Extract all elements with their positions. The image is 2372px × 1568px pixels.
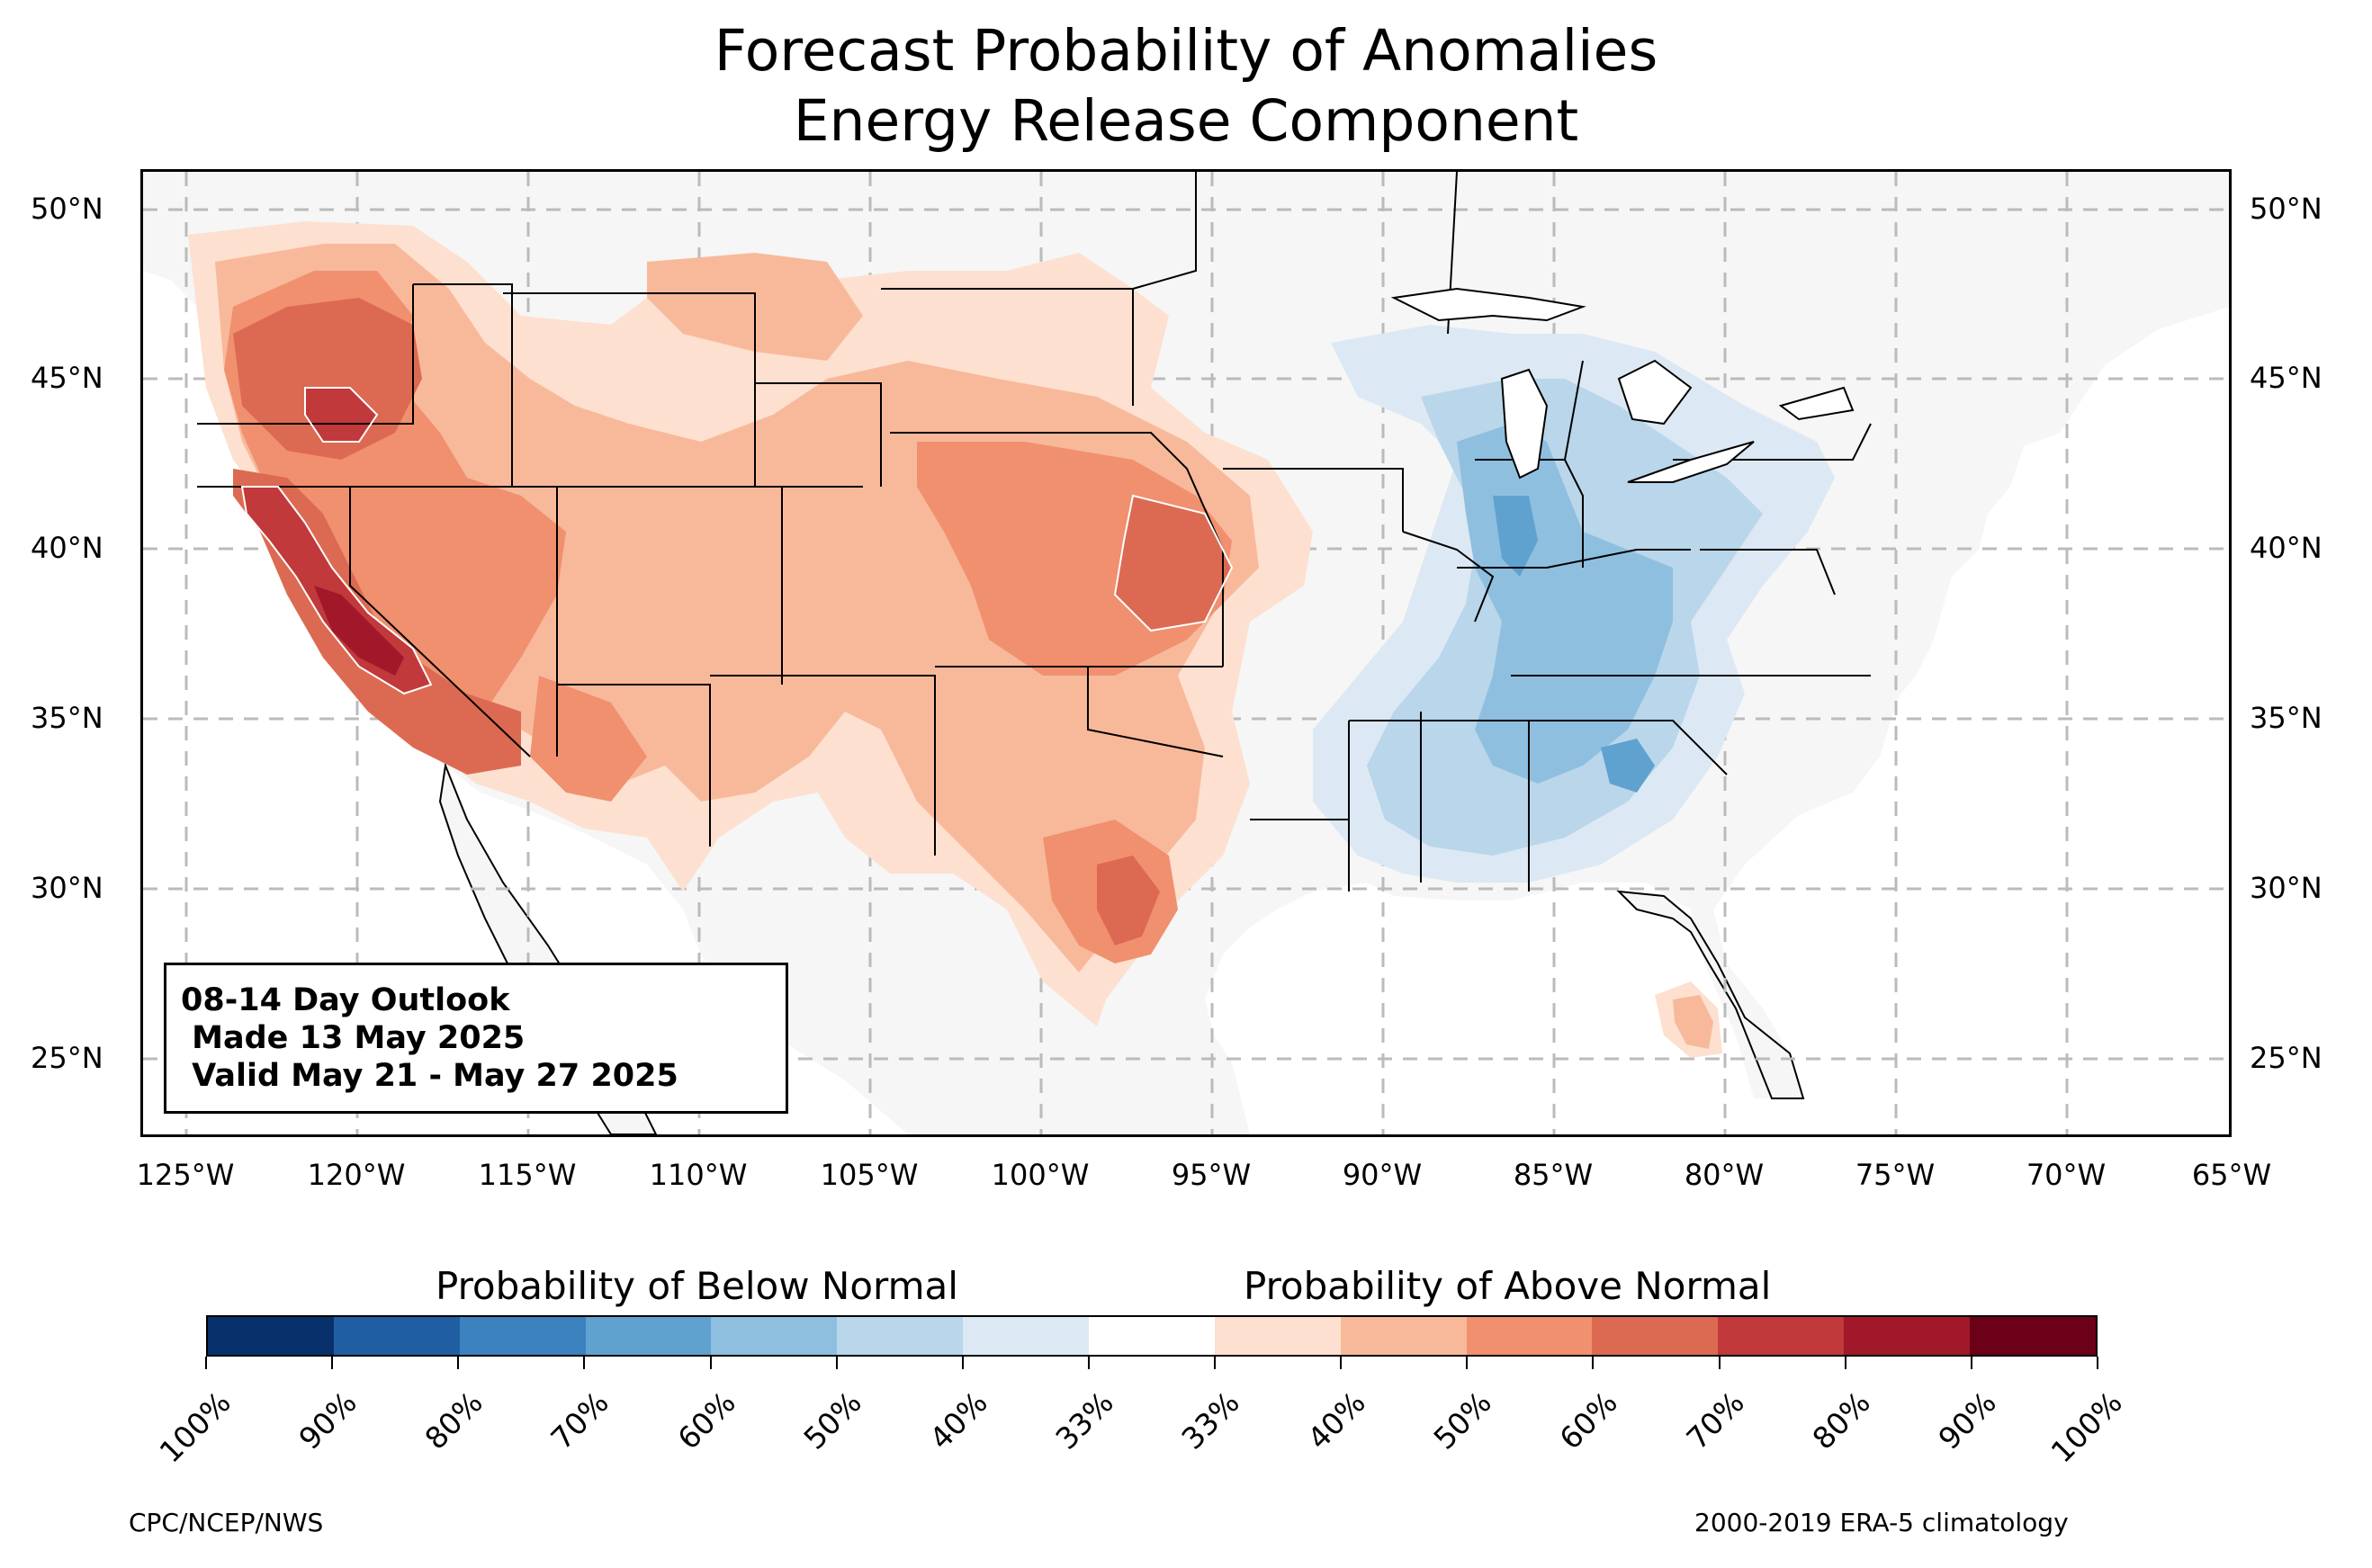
colorbar [206,1315,2098,1357]
colorbar-tick-label-11: 60% [1552,1384,1625,1456]
below-70-georgia [1601,739,1655,793]
colorbar-tick-label-9: 40% [1300,1384,1373,1456]
colorbar-cell-10 [1466,1317,1593,1355]
above-50-florida [1673,995,1713,1049]
colorbar-cell-3 [585,1317,712,1355]
colorbar-tick-label-5: 50% [796,1384,868,1456]
colorbar-tick-label-15: 100% [2044,1384,2129,1470]
colorbar-tick-12 [1718,1357,1721,1369]
great-lakes [1390,287,1855,483]
lon-label-125w: 125°W [136,1158,235,1192]
outlook-valid-range: Valid May 21 - May 27 2025 [181,1058,678,1094]
colorbar-below-label: Probability of Below Normal [436,1264,958,1308]
footer-source: CPC/NCEP/NWS [129,1508,324,1537]
contour-lines [240,387,1234,695]
chart-title-line2: Energy Release Component [793,88,1579,154]
colorbar-tick-6 [961,1357,964,1369]
colorbar-cell-7 [1089,1317,1215,1355]
colorbar-tick-13 [1844,1357,1846,1369]
colorbar-tick-8 [1214,1357,1217,1369]
colorbar-cell-4 [711,1317,838,1355]
colorbar-tick-label-4: 60% [669,1384,742,1456]
colorbar-tick-7 [1087,1357,1090,1369]
colorbar-cell-0 [208,1317,334,1355]
lon-label-115w: 115°W [478,1158,577,1192]
colorbar-cell-8 [1214,1317,1341,1355]
lat-label-left-50: 50°N [31,192,103,226]
colorbar-cell-2 [459,1317,586,1355]
colorbar-tick-label-12: 70% [1679,1384,1751,1456]
outlook-made-date: Made 13 May 2025 [181,1020,526,1056]
lat-label-right-35: 35°N [2250,701,2323,735]
colorbar-cell-5 [837,1317,964,1355]
colorbar-tick-2 [457,1357,460,1369]
boundaries [197,172,1872,892]
colorbar-tick-0 [205,1357,207,1369]
footer-climatology: 2000-2019 ERA-5 climatology [1694,1508,2069,1537]
colorbar-tick-1 [331,1357,334,1369]
below-70-east [1493,496,1538,577]
lat-label-left-25: 25°N [31,1041,103,1075]
above-70-texas [1097,856,1160,945]
lon-label-75w: 75°W [1855,1158,1936,1192]
map-frame [140,169,2232,1137]
colorbar-tick-label-2: 80% [418,1384,490,1456]
colorbar-cell-13 [1844,1317,1971,1355]
colorbar-tick-label-3: 70% [544,1384,616,1456]
lat-label-right-50: 50°N [2250,192,2323,226]
colorbar-tick-14 [1970,1357,1972,1369]
lon-label-65w: 65°W [2191,1158,2272,1192]
lat-label-right-45: 45°N [2250,361,2323,395]
lon-label-100w: 100°W [991,1158,1090,1192]
colorbar-tick-11 [1592,1357,1595,1369]
lat-label-left-40: 40°N [31,531,103,565]
colorbar-tick-label-10: 50% [1426,1384,1499,1456]
colorbar-cell-14 [1970,1317,2096,1355]
lon-label-80w: 80°W [1684,1158,1765,1192]
above-80-oregon [305,388,377,442]
lon-label-110w: 110°W [649,1158,748,1192]
lat-label-right-25: 25°N [2250,1041,2323,1075]
lat-label-right-30: 30°N [2250,871,2323,905]
colorbar-cell-11 [1592,1317,1719,1355]
lat-label-right-40: 40°N [2250,531,2323,565]
land-florida [1616,890,1805,1099]
colorbar-cell-12 [1718,1317,1845,1355]
colorbar-tick-label-8: 33% [1174,1384,1246,1456]
colorbar-cell-9 [1340,1317,1467,1355]
above-50-west [215,244,1259,972]
above-90-california [314,586,404,676]
map-svg [143,172,2229,1134]
lon-label-90w: 90°W [1342,1158,1423,1192]
colorbar-cell-6 [963,1317,1090,1355]
outlook-info-box: 08-14 Day Outlook Made 13 May 2025 Valid… [164,963,788,1114]
colorbar-tick-label-1: 90% [292,1384,364,1456]
lat-label-left-45: 45°N [31,361,103,395]
colorbar-tick-label-0: 100% [152,1384,238,1470]
lon-label-95w: 95°W [1171,1158,1252,1192]
colorbar-tick-label-14: 90% [1931,1384,2003,1456]
lon-label-70w: 70°W [2026,1158,2107,1192]
colorbar-tick-10 [1466,1357,1469,1369]
above-60-arizona [530,676,647,802]
colorbar-tick-3 [583,1357,586,1369]
colorbar-tick-9 [1340,1357,1343,1369]
colorbar-cell-1 [333,1317,460,1355]
colorbar-tick-4 [709,1357,712,1369]
lon-label-105w: 105°W [820,1158,919,1192]
lon-label-120w: 120°W [307,1158,406,1192]
above-70-kansas [1115,496,1232,631]
lon-label-85w: 85°W [1513,1158,1594,1192]
lat-label-left-35: 35°N [31,701,103,735]
colorbar-tick-label-6: 40% [922,1384,994,1456]
lat-label-left-30: 30°N [31,871,103,905]
outlook-period: 08-14 Day Outlook [181,982,510,1018]
colorbar-tick-15 [2097,1357,2098,1369]
colorbar-above-label: Probability of Above Normal [1244,1264,1772,1308]
chart-title-line1: Forecast Probability of Anomalies [714,18,1658,84]
colorbar-tick-5 [835,1357,838,1369]
colorbar-tick-label-7: 33% [1048,1384,1120,1456]
colorbar-tick-label-13: 80% [1805,1384,1877,1456]
